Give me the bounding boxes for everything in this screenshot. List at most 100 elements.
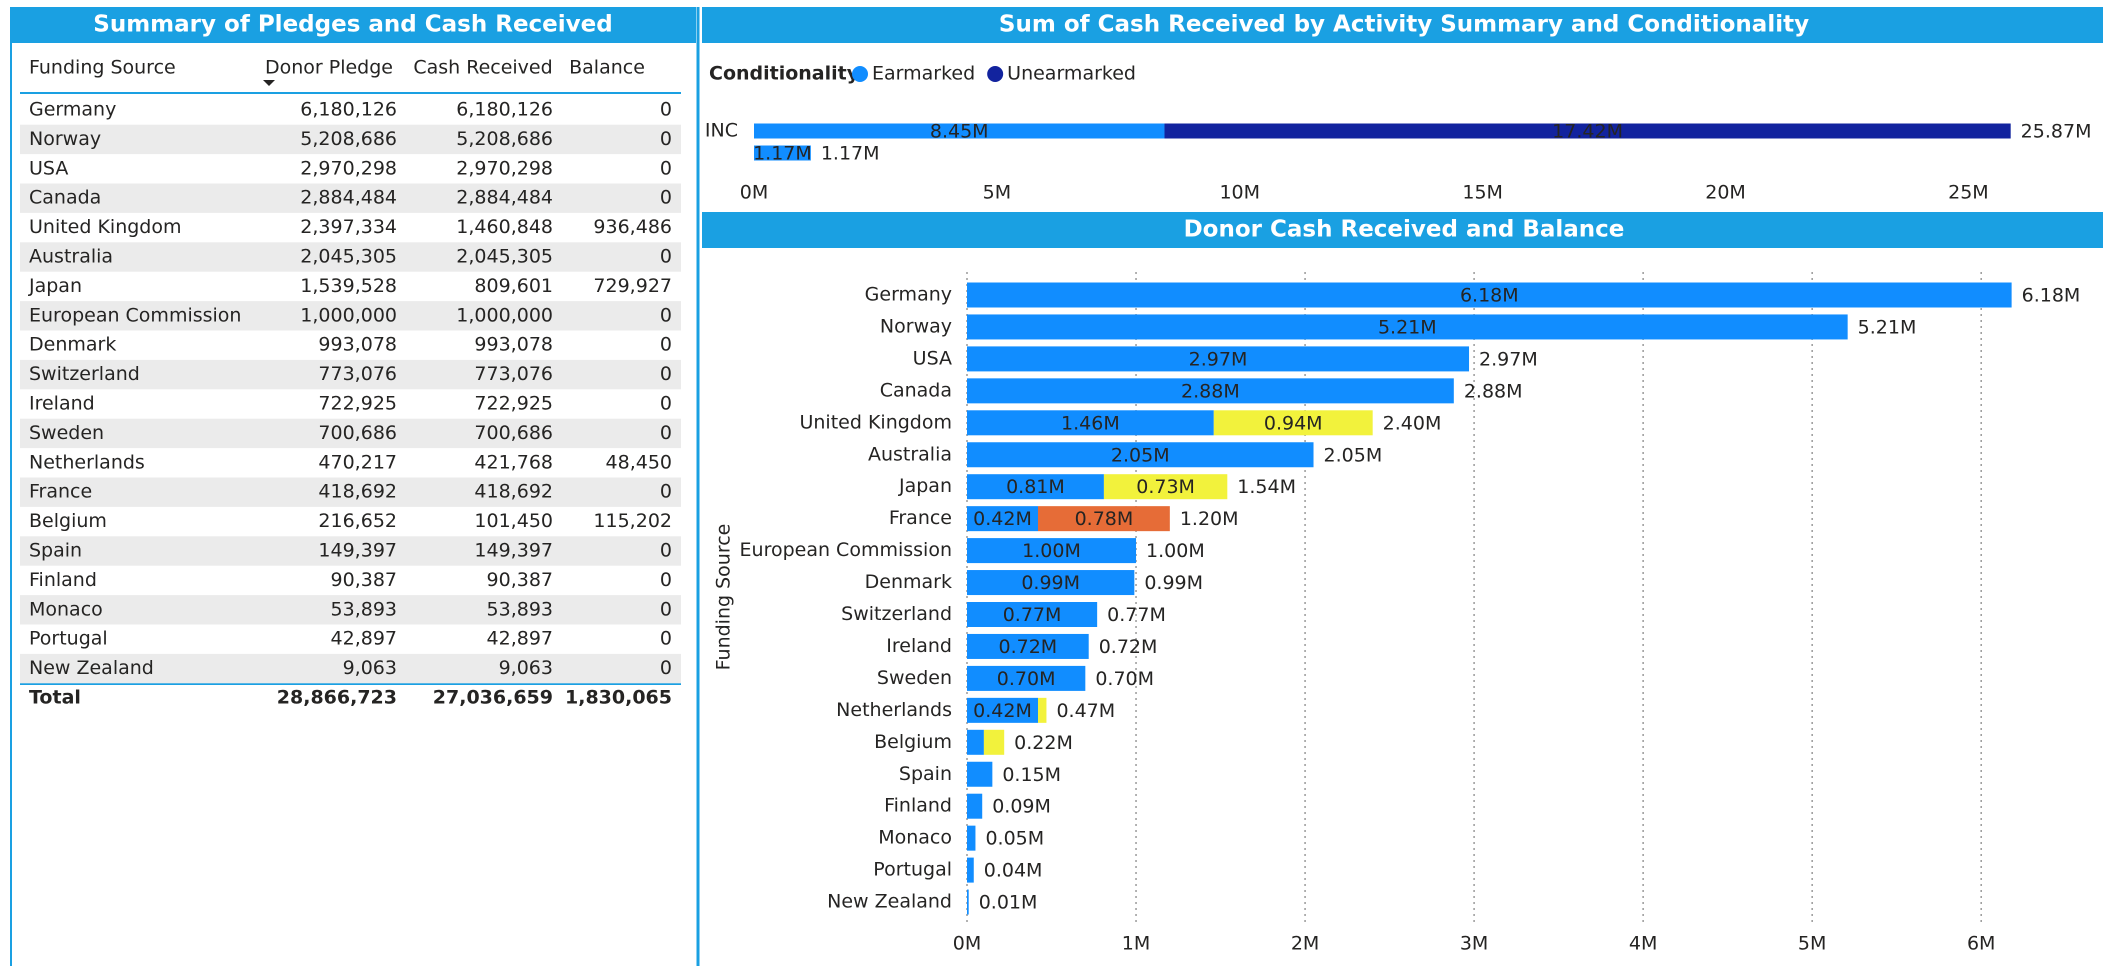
category-label: Norway [880,315,952,337]
bar-segment [967,538,1137,564]
table-cell: 1,539,528 [300,275,397,297]
total-label: 0.22M [1014,732,1073,754]
bar-segment [967,442,1314,468]
table-cell: 1,460,848 [456,216,553,238]
bar-segment [983,729,1005,755]
bar-segment [967,633,1089,659]
total-label: 0.70M [1095,668,1154,690]
table-cell: 936,486 [593,216,672,238]
category-label: Netherlands [836,699,952,721]
table-cell: Belgium [29,510,107,532]
row-stripe [20,124,681,155]
table-cell: 53,893 [487,598,553,620]
category-label: Ireland [886,635,952,657]
table-cell: 0 [660,128,672,150]
bar-segment [967,602,1098,627]
total-label: 1.17M [821,143,880,165]
table-cell: 993,078 [474,334,553,356]
total-label: 0.15M [1002,764,1061,786]
table-cell: Canada [29,187,101,209]
table-cell: Ireland [29,393,95,415]
table-cell: 993,078 [318,334,397,356]
table-cell: Germany [29,99,116,121]
table-cell: 722,925 [318,393,397,415]
x-tick-label: 25M [1948,182,1989,204]
table-cell: 2,397,334 [300,216,397,238]
row-stripe [20,418,681,449]
total-label: 2.88M [1464,380,1523,402]
total-label: 1.00M [1146,540,1205,562]
total-label: 6.18M [2022,285,2081,307]
bar-segment [967,665,1086,691]
x-tick-label: 5M [983,182,1011,204]
x-tick-label: 4M [1629,933,1657,955]
bar-segment [967,506,1038,532]
legend-title: Conditionality [709,63,860,85]
table-cell: 700,686 [318,422,397,444]
value-label: 17.42M [1552,121,1623,143]
total-cell: 27,036,659 [433,687,553,709]
category-label: Switzerland [841,603,952,625]
bar-segment [967,346,1470,372]
table-cell: 6,180,126 [456,99,553,121]
total-label: 0.72M [1099,636,1158,658]
row-stripe [20,477,681,507]
bar-segment [967,314,1848,340]
value-label: 0.70M [997,668,1056,690]
table-cell: 722,925 [474,393,553,415]
row-stripe [20,359,681,390]
table-cell: 0 [660,657,672,679]
bar-segment [967,729,984,755]
table-cell: European Commission [29,304,241,326]
table-cell: 0 [660,157,672,179]
total-cell: 1,830,065 [565,687,672,709]
table-cell: Monaco [29,598,103,620]
category-label: Japan [898,475,952,497]
table-cell: 729,927 [593,275,672,297]
table-cell: 418,692 [318,481,397,503]
category-label: European Commission [740,539,952,561]
value-label: 5.21M [1378,316,1437,338]
value-label: 0.73M [1136,476,1195,498]
table-cell: Spain [29,540,82,562]
bar-segment [1037,697,1047,723]
table-cell: 42,897 [331,628,397,650]
table-cell: 0 [660,422,672,444]
table-cell: 700,686 [474,422,553,444]
table-cell: Portugal [29,628,108,650]
bar-segment [967,410,1214,436]
table-cell: United Kingdom [29,216,182,238]
category-label: Belgium [874,731,952,753]
table-cell: USA [29,157,68,179]
bar-segment [967,570,1135,596]
category-label: Spain [899,763,952,785]
value-label: 0.99M [1021,572,1080,594]
table-cell: 149,397 [474,540,553,562]
category-label: Australia [868,443,952,465]
x-tick-label: 5M [1798,933,1826,955]
table-cell: New Zealand [29,657,154,679]
x-tick-label: 2M [1291,933,1319,955]
table-cell: 90,387 [487,569,553,591]
table-cell: 5,208,686 [300,128,397,150]
table-cell: 809,601 [474,275,553,297]
x-tick-label: 20M [1705,182,1746,204]
value-label: 1.00M [1022,540,1081,562]
bar-segment [967,282,2012,308]
table-cell: 0 [660,246,672,268]
bar-segment [1164,123,2011,139]
table-cell: 0 [660,569,672,591]
table-cell: 149,397 [318,540,397,562]
bar-segment [967,697,1038,723]
value-label: 6.18M [1460,285,1519,307]
total-label: 2.05M [1324,444,1383,466]
bar-segment [1213,410,1373,436]
table-title: Summary of Pledges and Cash Received [93,12,612,38]
y-axis-title: Funding Source [713,524,735,671]
category-label: Canada [880,379,952,401]
value-label: 1.46M [1061,412,1120,434]
x-tick-label: 10M [1219,182,1260,204]
value-label: 0.78M [1075,508,1134,530]
table-cell: 42,897 [487,628,553,650]
table-cell: 2,884,484 [300,187,397,209]
